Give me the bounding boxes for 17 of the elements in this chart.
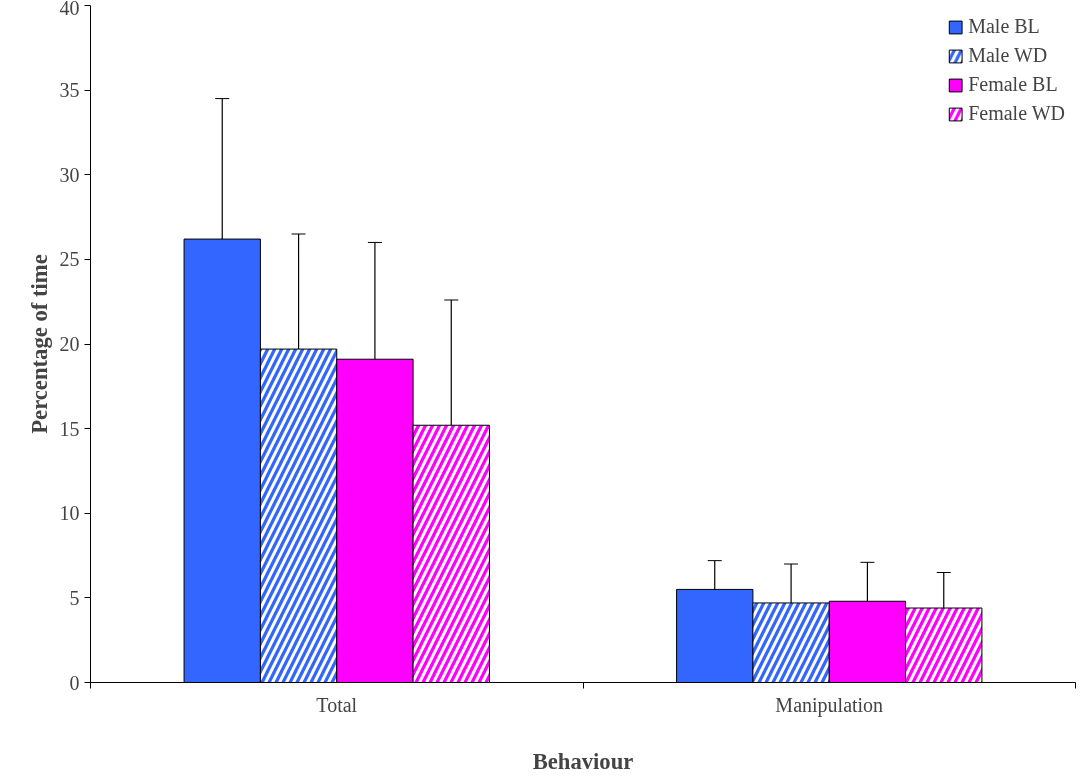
y-tick-label: 35: [59, 79, 80, 102]
x-tick-label: Total: [316, 693, 358, 716]
y-tick-label: 25: [59, 248, 80, 271]
x-axis-title: Behaviour: [532, 748, 634, 774]
y-tick-label: 0: [69, 671, 80, 694]
legend-label: Female WD: [968, 102, 1065, 125]
y-tick-label: 20: [59, 333, 80, 355]
legend-label: Male BL: [968, 15, 1040, 38]
legend-label: Male WD: [968, 44, 1048, 67]
legend-label: Female BL: [968, 73, 1058, 96]
y-tick-label: 10: [59, 502, 80, 525]
y-axis-title: Percentage of time: [26, 254, 52, 434]
y-tick-label: 5: [69, 586, 80, 609]
y-tick-label: 15: [59, 417, 80, 440]
x-tick-label: Manipulation: [775, 693, 884, 717]
y-tick-label: 40: [59, 0, 80, 19]
y-tick-label: 30: [59, 163, 80, 186]
